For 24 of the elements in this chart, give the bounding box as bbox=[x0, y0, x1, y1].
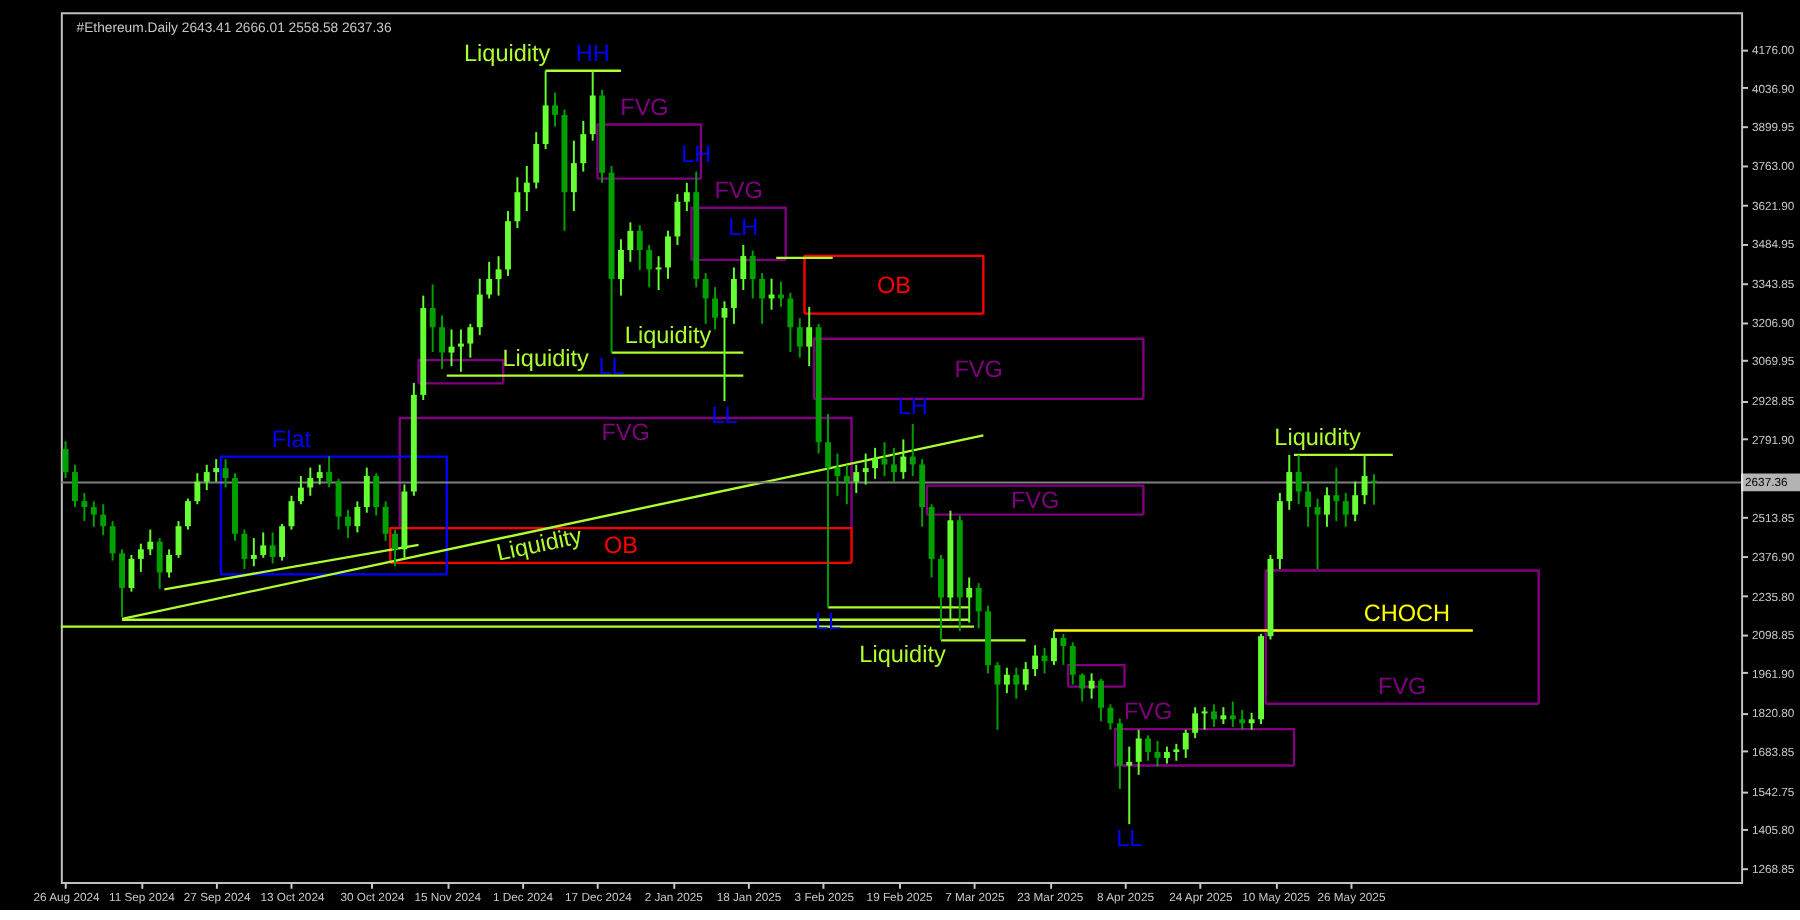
annotation: Liquidity bbox=[494, 523, 585, 567]
annotation: LL bbox=[711, 402, 739, 429]
series-label: OB bbox=[876, 272, 912, 299]
annotation: FVG bbox=[1123, 699, 1173, 726]
annotation: CHOCH bbox=[1363, 600, 1451, 627]
annotation: FVG bbox=[620, 94, 669, 121]
annotation: Liquidity bbox=[463, 40, 551, 67]
series-label: FVG bbox=[1010, 487, 1060, 514]
annotation: FVG bbox=[714, 177, 763, 204]
annotation: Liquidity bbox=[502, 345, 590, 372]
series-label: FVG bbox=[601, 419, 650, 446]
series-label: OB bbox=[603, 533, 639, 560]
annotation: LH bbox=[897, 394, 928, 421]
annotation: LL bbox=[1116, 825, 1144, 852]
annotation: LH bbox=[728, 215, 759, 242]
annotation: Liquidity bbox=[859, 641, 946, 668]
annotation: Liquidity bbox=[1274, 425, 1361, 452]
annotation: HH bbox=[575, 40, 610, 67]
series-label: FVG bbox=[954, 356, 1003, 383]
annotation: Flat bbox=[271, 426, 313, 453]
annotation: Liquidity bbox=[624, 322, 712, 349]
annotation: FVG bbox=[1378, 673, 1427, 700]
annotation: LL bbox=[598, 354, 626, 381]
annotation: LH bbox=[681, 141, 712, 168]
